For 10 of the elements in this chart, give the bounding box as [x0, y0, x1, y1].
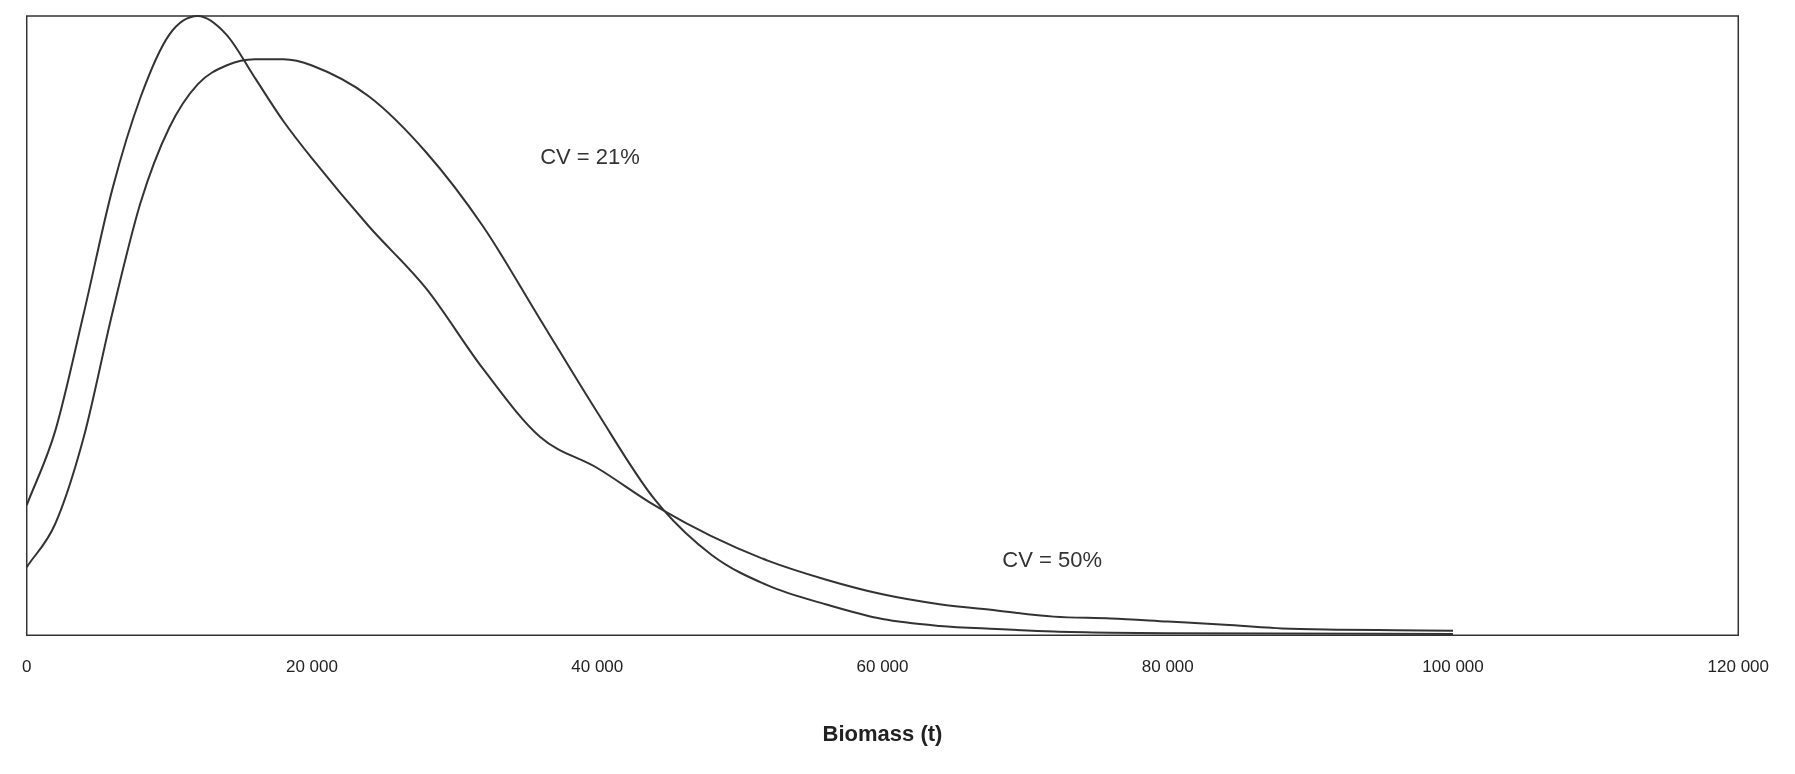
- x-axis-title: Biomass (t): [822, 720, 943, 746]
- x-tick-label: 60 000: [856, 657, 909, 677]
- x-tick-label: 80 000: [1141, 657, 1194, 677]
- x-tick-label: 40 000: [571, 657, 624, 677]
- x-tick-label: 100 000: [1422, 657, 1484, 677]
- annotation: CV = 50%: [1002, 546, 1102, 572]
- x-tick-label: 120 000: [1707, 657, 1769, 677]
- annotation: CV = 21%: [540, 144, 640, 170]
- x-tick-label: 0: [21, 657, 32, 677]
- x-tick-label: 20 000: [285, 657, 338, 677]
